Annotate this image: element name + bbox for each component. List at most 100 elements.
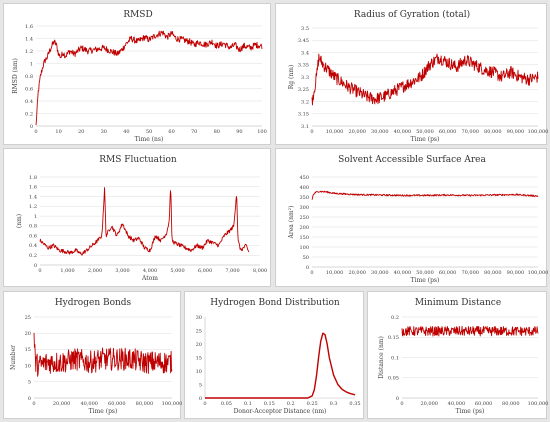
x-tick-label: 0 [310, 270, 313, 276]
y-tick-label: 0.15 [388, 335, 399, 341]
x-tick-label: 0 [310, 129, 313, 135]
x-tick-label: 60,000 [475, 401, 493, 407]
panel-mindist: Minimum Distance 0 0.05 0.1 0.15 0.2 0 20,000 40… [367, 291, 548, 419]
x-tick-label: 0 [400, 401, 403, 407]
x-tick-label: 0.15 [264, 401, 275, 407]
y-tick-label: 350 [299, 195, 309, 201]
y-tick-label: 3.1 [301, 124, 309, 130]
x-tick-label: 50,000 [416, 129, 434, 135]
x-tick-label: 70 [191, 129, 197, 135]
y-tick-label: 1.2 [29, 204, 37, 210]
rmsd-chart: RMSD 0 0.2 0.4 0.6 0.8 1 1.2 1.4 1.6 0 10 20 30 40 50 60… [12, 10, 267, 143]
y-tick-label: 0.6 [29, 233, 37, 239]
x-tick-label: 0.25 [307, 401, 318, 407]
y-tick-label: 20 [196, 342, 202, 348]
y-tick-label: 0.4 [29, 243, 37, 249]
panel-hbonds: Hydrogen Bonds 0 5 10 15 20 25 0 20,000 40,000 60,… [3, 291, 182, 419]
y-tick-label: 3.15 [298, 112, 309, 118]
series-line [311, 53, 539, 106]
y-tick-label: 0 [306, 265, 309, 271]
y-tick-label: 0.2 [391, 315, 399, 321]
series-line [311, 190, 539, 200]
y-tick-label: 3.25 [298, 87, 309, 93]
x-tick-label: 40,000 [394, 129, 412, 135]
x-tick-label: 1,000 [60, 268, 74, 274]
x-tick-label: 0.05 [221, 401, 232, 407]
panel-rmsd: RMSD 0 0.2 0.4 0.6 0.8 1 1.2 1.4 1.6 0 10 20 30 40 50 60… [3, 3, 271, 145]
x-tick-label: 90,000 [507, 270, 525, 276]
panel-sasa: Solvent Accessible Surface Area 0 50 100 150… [275, 148, 548, 287]
y-tick-label: 0.1 [391, 355, 399, 361]
y-tick-label: 0.8 [29, 224, 37, 230]
chart-title: RMS Fluctuation [99, 155, 177, 165]
y-tick-label: 3.5 [301, 26, 309, 32]
x-tick-label: 90,000 [507, 129, 525, 135]
x-tick-label: 3,000 [115, 268, 129, 274]
chart-title: Radius of Gyration (total) [354, 9, 470, 20]
x-tick-label: 20,000 [348, 270, 366, 276]
y-tick-label: 0 [199, 396, 202, 402]
y-tick-label: 0 [30, 124, 33, 130]
y-tick-label: 200 [299, 225, 309, 231]
x-tick-label: 80,000 [484, 270, 502, 276]
y-tick-label: 3.4 [301, 50, 309, 56]
x-tick-label: 60,000 [439, 270, 457, 276]
y-axis-label: RMSD (nm) [12, 58, 19, 94]
x-axis-label: Donor-Acceptor Distance (nm) [234, 408, 327, 415]
x-tick-label: 80,000 [136, 401, 154, 407]
series-line [39, 187, 250, 256]
x-tick-label: 0 [203, 401, 206, 407]
y-tick-label: 150 [299, 235, 309, 241]
y-tick-label: 0.2 [29, 253, 37, 259]
x-tick-label: 80 [214, 129, 220, 135]
y-tick-label: 1 [34, 214, 37, 220]
y-tick-label: 15 [25, 347, 31, 353]
y-tick-label: 1 [30, 61, 33, 67]
x-tick-label: 5,000 [170, 268, 184, 274]
hbdist-chart: Hydrogen Bond Distribution 0 5 10 15 20 25 30 0 0… [196, 298, 361, 415]
x-tick-label: 10,000 [326, 129, 344, 135]
x-tick-label: 20,000 [420, 401, 438, 407]
x-tick-label: 100,000 [528, 270, 548, 276]
y-axis-label: Rg (nm) [288, 65, 295, 90]
panel-rmsf: RMS Fluctuation 0 0.2 0.4 0.6 0.8 1 1.2 1.4 1.6 1.… [3, 148, 271, 287]
x-tick-label: 0.35 [349, 401, 360, 407]
chart-title: Hydrogen Bond Distribution [210, 298, 340, 308]
x-tick-label: 10,000 [326, 270, 344, 276]
y-tick-label: 30 [196, 315, 202, 321]
y-tick-label: 0 [396, 396, 399, 402]
y-tick-label: 0 [28, 396, 31, 402]
y-tick-label: 3.45 [298, 38, 309, 44]
x-tick-label: 6,000 [198, 268, 212, 274]
x-tick-label: 40,000 [80, 401, 98, 407]
mindist-chart: Minimum Distance 0 0.05 0.1 0.15 0.2 0 20,000 40… [378, 298, 548, 415]
x-tick-label: 50,000 [416, 270, 434, 276]
y-tick-label: 20 [25, 331, 31, 337]
y-tick-label: 300 [299, 205, 309, 211]
y-tick-label: 1.4 [29, 194, 37, 200]
chart-title: RMSD [123, 10, 152, 20]
x-tick-label: 0.2 [287, 401, 295, 407]
x-tick-label: 30,000 [371, 129, 389, 135]
x-tick-label: 50 [146, 129, 152, 135]
series-line [33, 332, 173, 377]
chart-title: Solvent Accessible Surface Area [338, 155, 486, 165]
y-tick-label: 1.8 [29, 175, 37, 181]
x-tick-label: 100,000 [162, 401, 182, 407]
x-tick-label: 60,000 [439, 129, 457, 135]
y-axis-label: Distance (nm) [378, 336, 385, 379]
x-axis-label: Atom [141, 275, 158, 282]
y-tick-label: 100 [299, 245, 309, 251]
y-tick-label: 0.05 [388, 376, 399, 382]
x-tick-label: 40 [123, 129, 129, 135]
x-tick-label: 100 [257, 129, 267, 135]
x-tick-label: 30 [101, 129, 107, 135]
hbonds-chart: Hydrogen Bonds 0 5 10 15 20 25 0 20,000 40,000 60,… [10, 298, 182, 415]
x-tick-label: 0.1 [244, 401, 252, 407]
rg-chart: Radius of Gyration (total) 3.1 3.15 3.2 3.25… [288, 9, 548, 143]
y-tick-label: 3.35 [298, 63, 309, 69]
x-tick-label: 100,000 [528, 401, 548, 407]
x-axis-label: Time (ps) [456, 408, 485, 415]
y-tick-label: 1.6 [25, 24, 33, 30]
x-tick-label: 40,000 [394, 270, 412, 276]
